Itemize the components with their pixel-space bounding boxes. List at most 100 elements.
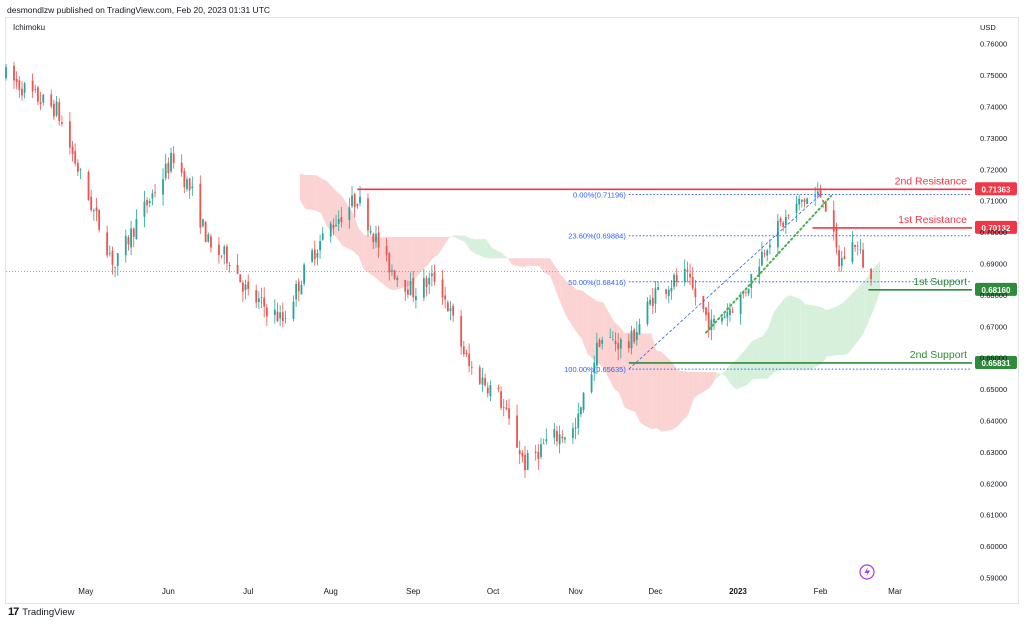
candle-body (316, 252, 319, 258)
candle-body (265, 307, 268, 317)
candle-body (284, 318, 287, 320)
cloud-segment (321, 178, 327, 226)
candle-body (218, 244, 220, 256)
candle-body (23, 83, 26, 93)
candle-body (351, 195, 353, 207)
candle-body (577, 413, 580, 428)
y-tick-label: 0.76000 (980, 40, 1007, 49)
brand-name: TradingView (22, 606, 75, 618)
cloud-segment (523, 258, 529, 267)
cloud-segment (400, 237, 412, 289)
candle-body (646, 301, 649, 324)
candle-body (721, 317, 723, 322)
candle-body (713, 318, 715, 323)
cloud-segment (597, 301, 604, 368)
candle-body (127, 237, 130, 245)
candle-body (619, 339, 622, 349)
candle-body (55, 101, 58, 116)
candle-body (526, 453, 529, 470)
candle-body (353, 194, 356, 207)
cloud-segment (576, 289, 582, 340)
y-tick-label: 0.65000 (980, 385, 1007, 394)
candle-body (691, 276, 694, 289)
currency-label: USD (980, 23, 996, 32)
candle-body (257, 298, 260, 302)
candle-body (651, 297, 654, 307)
cloud-segment (762, 327, 769, 379)
fib-level-label: 0.00%(0.71196) (573, 191, 626, 200)
candle-body (116, 253, 119, 266)
cloud-segment (656, 350, 662, 432)
fib-level-label: 50.00%(0.68416) (568, 278, 626, 287)
candle-body (111, 250, 114, 265)
candle-body (146, 200, 148, 206)
candle-body (132, 228, 135, 237)
candle-body (638, 324, 641, 335)
candle-body (683, 268, 686, 282)
candle-body (800, 199, 803, 202)
cloud-segment (560, 274, 567, 316)
candle-body (686, 269, 689, 273)
candle-body (745, 292, 747, 294)
cloud-segment (672, 362, 678, 430)
fib-level-label: 100.00%(0.65635) (564, 365, 626, 374)
candle-body (822, 200, 825, 202)
candle-body (452, 305, 455, 316)
candle-body (167, 162, 170, 174)
cloud-segment (326, 180, 338, 238)
cloud-segment (427, 237, 433, 265)
cloud-segment (821, 307, 827, 364)
candle-body (769, 244, 771, 248)
y-tick-label: 0.74000 (980, 102, 1007, 111)
candle-body (824, 200, 827, 212)
candle-body (164, 163, 167, 179)
cloud-segment (789, 295, 801, 370)
cloud-segment (810, 304, 822, 370)
candle-body (369, 230, 372, 233)
candle-body (731, 311, 734, 313)
candle-body (723, 316, 726, 319)
candle-body (758, 266, 761, 277)
candle-body (627, 341, 630, 349)
candle-body (239, 274, 242, 283)
candle-body (199, 183, 202, 228)
cloud-segment (603, 302, 614, 389)
cloud-segment (624, 332, 636, 413)
candle-body (460, 315, 463, 347)
cloud-segment (411, 237, 417, 285)
cloud-segment (390, 237, 396, 291)
cloud-segment (688, 371, 694, 415)
cloud-segment (395, 237, 401, 291)
cloud-segment (299, 173, 306, 209)
cloud-segment (725, 363, 732, 385)
candle-body (870, 268, 872, 280)
candle-body (819, 188, 822, 198)
candle-body (412, 278, 415, 298)
price-tag-label: 0.68160 (982, 286, 1011, 295)
cloud-segment (842, 297, 849, 356)
cloud-segment (315, 175, 322, 213)
cloud-segment (539, 258, 545, 274)
cloud-segment (773, 298, 785, 373)
candle-body (260, 296, 263, 298)
y-tick-label: 0.70000 (980, 228, 1007, 237)
candle-body (702, 296, 705, 310)
candle-body (34, 88, 37, 90)
candle-body (707, 312, 710, 331)
candle-body (761, 251, 763, 266)
y-tick-label: 0.75000 (980, 71, 1007, 80)
cloud-segment (475, 238, 487, 259)
candle-body (705, 307, 707, 316)
candle-body (98, 209, 101, 230)
candle-body (614, 340, 617, 345)
cloud-segment (337, 191, 343, 246)
candle-body (244, 284, 247, 291)
candle-body (236, 264, 239, 274)
candle-body (795, 203, 798, 213)
candle-body (835, 228, 838, 248)
candle-body (21, 88, 23, 96)
candle-body (186, 179, 188, 190)
cloud-segment (635, 332, 641, 424)
candle-body (207, 234, 210, 242)
